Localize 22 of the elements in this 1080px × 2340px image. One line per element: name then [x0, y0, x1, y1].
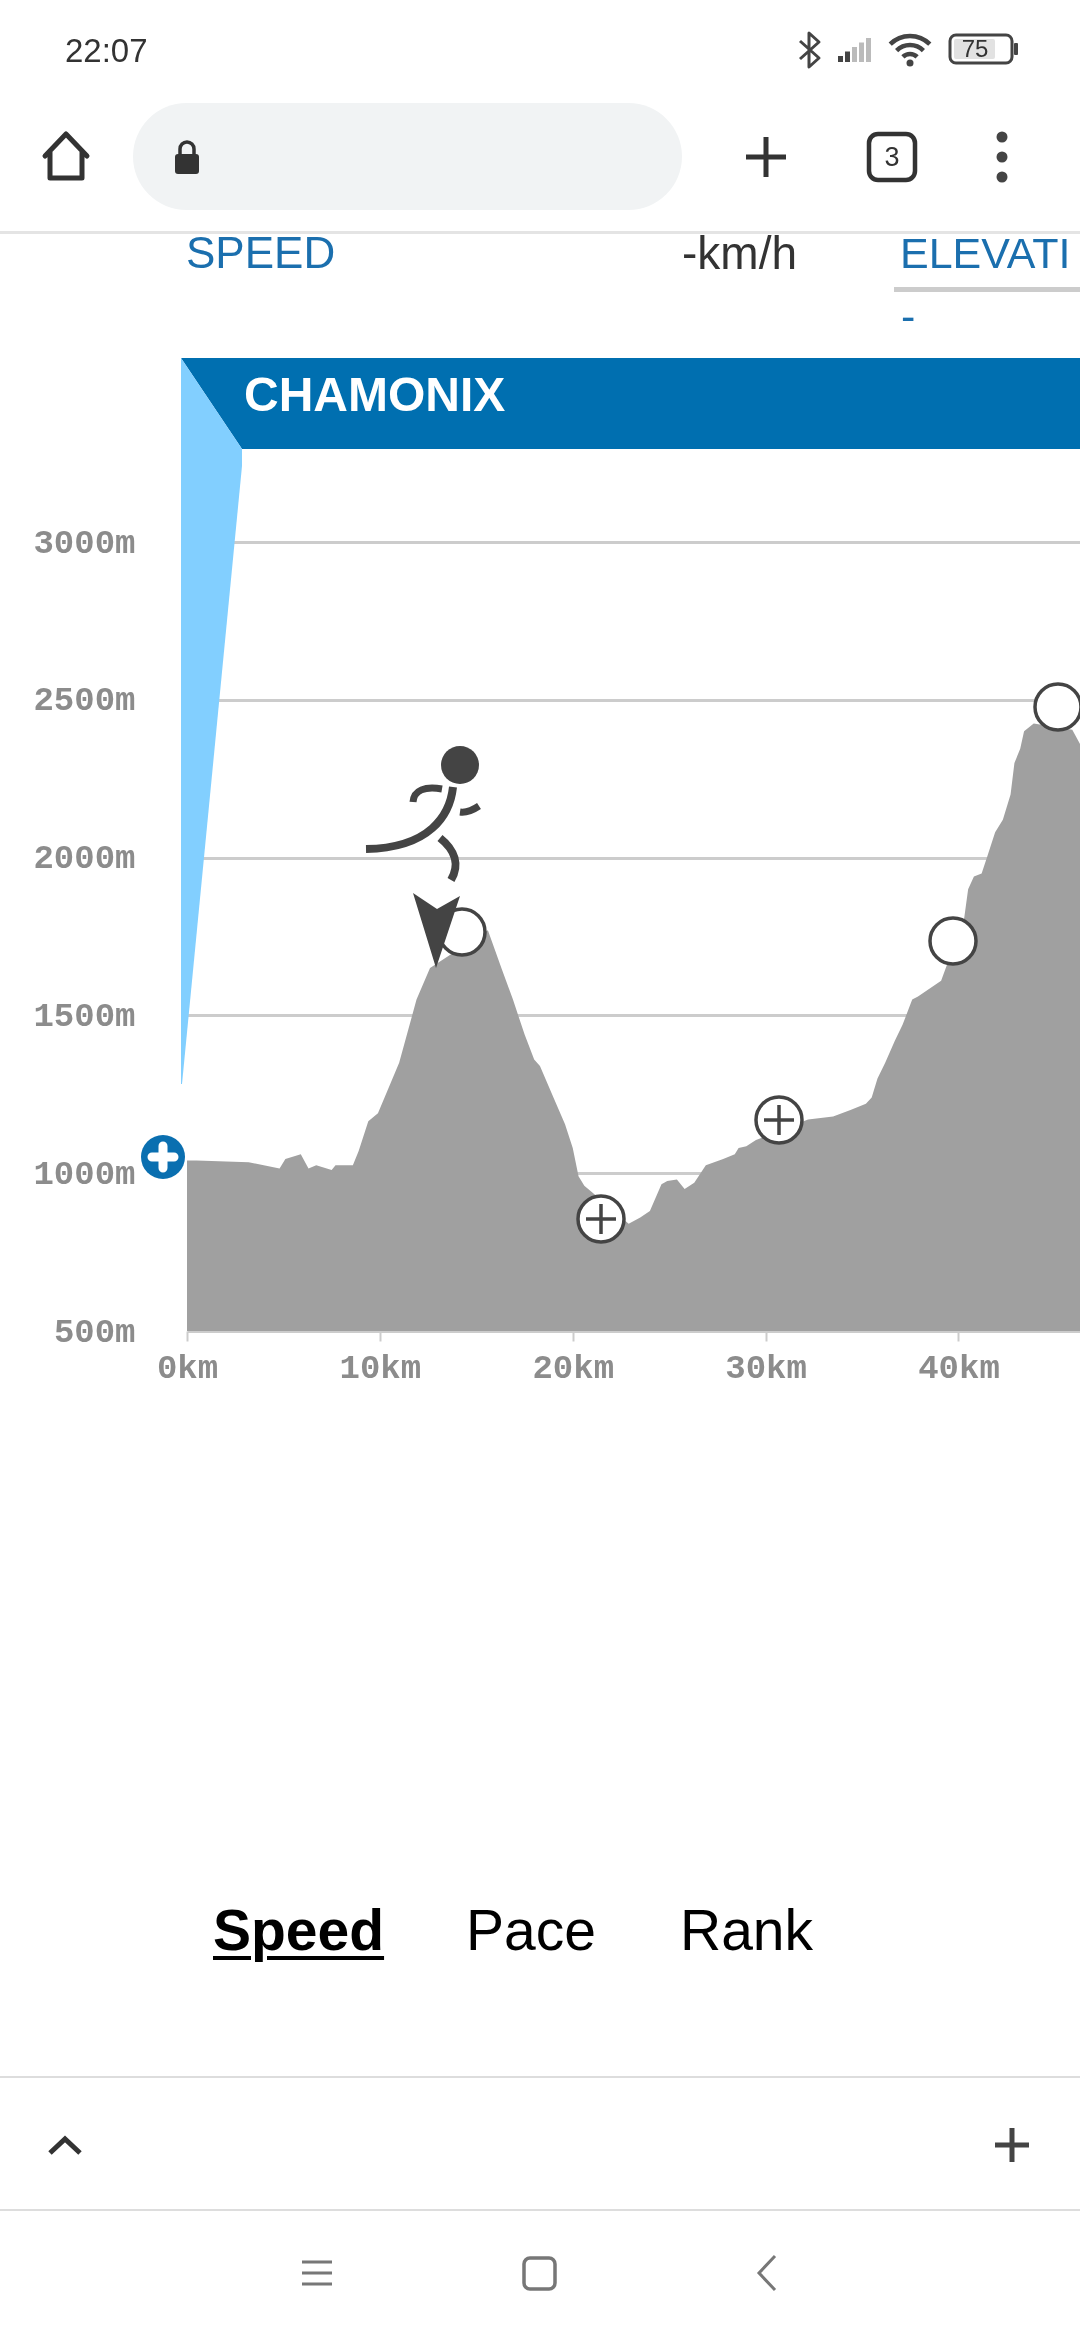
text: 75 — [961, 35, 989, 63]
text: 3 — [884, 141, 900, 172]
y-tick-label: 1500m — [33, 997, 136, 1036]
y-tick-label: 500m — [53, 1313, 136, 1352]
text: Rank — [680, 1898, 814, 1963]
text: -km/h — [682, 227, 797, 280]
y-tick-label: 2500m — [33, 682, 136, 721]
x-tick-label: 10km — [339, 1349, 422, 1388]
text: CHAMONIX — [244, 368, 506, 422]
text: Speed — [213, 1898, 385, 1963]
y-tick-label: 1000m — [33, 1155, 136, 1194]
x-tick-label: 40km — [918, 1349, 1000, 1388]
x-tick-label: 0km — [156, 1349, 219, 1388]
y-tick-label: 3000m — [33, 524, 136, 563]
text: ELEVATI — [900, 228, 1071, 277]
text: 22:07 — [65, 31, 148, 69]
text: SPEED — [186, 228, 336, 278]
text: Pace — [466, 1898, 596, 1963]
x-tick-label: 20km — [532, 1349, 615, 1388]
y-tick-label: 2000m — [33, 840, 136, 879]
text: - — [901, 291, 916, 340]
x-tick-label: 30km — [725, 1349, 807, 1388]
